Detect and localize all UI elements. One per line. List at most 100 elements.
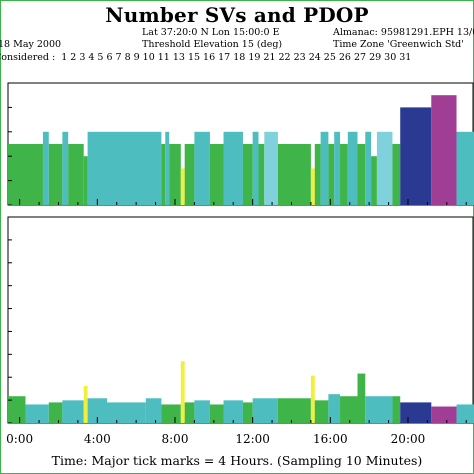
bar-top (371, 156, 377, 205)
satellite-number: 1 (61, 52, 68, 63)
bar-top (258, 144, 265, 205)
bar-bottom (48, 402, 63, 423)
bar-top (340, 144, 348, 205)
bar-bottom (357, 373, 366, 423)
satellite-number: 13 (172, 52, 185, 63)
bar-top (310, 168, 315, 205)
almanac-label: Almanac: 95981291.EPH 13/05 (333, 27, 474, 38)
bar-bottom (180, 361, 185, 423)
panel-bottom-frame (7, 216, 474, 424)
bar-top (87, 131, 162, 205)
bar-bottom (314, 400, 329, 423)
satellite-number: 11 (157, 52, 170, 63)
timezone-label: Time Zone 'Greenwich Std' (333, 39, 464, 50)
bar-top (165, 131, 170, 205)
satellite-number: 15 (187, 52, 201, 63)
bar-top (314, 144, 321, 205)
satellite-number: 31 (399, 52, 412, 63)
x-tick-label: 4:00 (84, 432, 111, 446)
satellite-number: 27 (353, 52, 367, 63)
bar-bottom (209, 404, 224, 423)
bar-top (184, 144, 195, 205)
bar-top (347, 131, 358, 205)
bar-top (161, 144, 166, 205)
bar-top (334, 131, 341, 205)
x-tick-label: 0:00 (6, 432, 33, 446)
bar-bottom (107, 402, 146, 423)
bar-bottom (184, 402, 195, 423)
x-tick-label: 16:00 (313, 432, 348, 446)
bar-top (328, 144, 335, 205)
x-tick-label: 8:00 (162, 432, 189, 446)
bar-top (223, 131, 243, 205)
bar-top (252, 131, 259, 205)
bar-top (357, 144, 366, 205)
satellite-number: 16 (203, 52, 216, 63)
bar-bottom (252, 398, 278, 423)
x-tick-label: 12:00 (235, 432, 270, 446)
bar-top (242, 144, 253, 205)
bar-top (376, 131, 393, 205)
bar-bottom (87, 398, 108, 423)
satellite-number: 6 (106, 52, 113, 63)
bar-top (180, 168, 185, 205)
bar-top (456, 131, 474, 205)
satellite-number: 24 (308, 52, 321, 63)
satellite-number: 3 (79, 52, 86, 63)
satellite-number: 2 (70, 52, 77, 63)
satellite-number: 17 (218, 52, 231, 63)
x-tick-label: 20:00 (391, 432, 426, 446)
bar-bottom (83, 385, 88, 423)
bar-top (209, 144, 224, 205)
bar-bottom (340, 396, 358, 423)
bar-top (68, 144, 84, 205)
bar-bottom (223, 400, 243, 423)
chart-title: Number SVs and PDOP (105, 3, 369, 27)
satellite-number: 10 (142, 52, 155, 63)
satellite-number: 7 (115, 52, 122, 63)
satellite-number: 21 (263, 52, 276, 63)
bar-bottom (392, 396, 401, 423)
bar-bottom (400, 402, 432, 423)
bar-top (194, 131, 210, 205)
satellite-number: 18 (233, 52, 246, 63)
bar-bottom (25, 404, 49, 423)
bar-bottom (145, 398, 162, 423)
bar-top (392, 144, 401, 205)
satellite-number: 5 (97, 52, 104, 63)
bar-top (62, 131, 69, 205)
satellite-number: 22 (278, 52, 291, 63)
bar-bottom (365, 396, 393, 423)
bar-top (169, 144, 181, 205)
bar-top (8, 144, 43, 205)
satellites-label: Considered : (0, 52, 56, 63)
bar-bottom (161, 404, 181, 423)
x-axis-caption: Time: Major tick marks = 4 Hours. (Sampl… (51, 453, 423, 468)
satellite-number: 4 (88, 52, 95, 63)
bar-top (83, 156, 88, 205)
bar-top (42, 131, 49, 205)
bar-bottom (277, 398, 311, 423)
bar-top (431, 95, 457, 205)
satellite-number: 8 (124, 52, 131, 63)
bar-bottom (456, 404, 474, 423)
bar-top (320, 131, 329, 205)
satellite-number: 30 (384, 52, 397, 63)
satellite-number: 9 (133, 52, 140, 63)
bar-bottom (62, 400, 84, 423)
satellite-number: 29 (369, 52, 382, 63)
satellite-number: 25 (323, 52, 336, 63)
satellite-number: 26 (338, 52, 351, 63)
bar-bottom (8, 396, 26, 423)
bar-bottom (328, 394, 341, 423)
bar-bottom (242, 402, 253, 423)
bar-top (277, 144, 311, 205)
bar-bottom (310, 375, 315, 423)
bar-bottom (431, 406, 457, 423)
threshold-label: Threshold Elevation 15 (deg) (142, 39, 283, 50)
bar-top (365, 131, 372, 205)
satellite-list: 1 2 3 4 5 6 7 8 9 10 11 13 15 16 17 18 19 21 22 23 24 25 26 27 2… (61, 52, 414, 63)
bar-bottom (194, 400, 210, 423)
satellite-number: 19 (248, 52, 261, 63)
